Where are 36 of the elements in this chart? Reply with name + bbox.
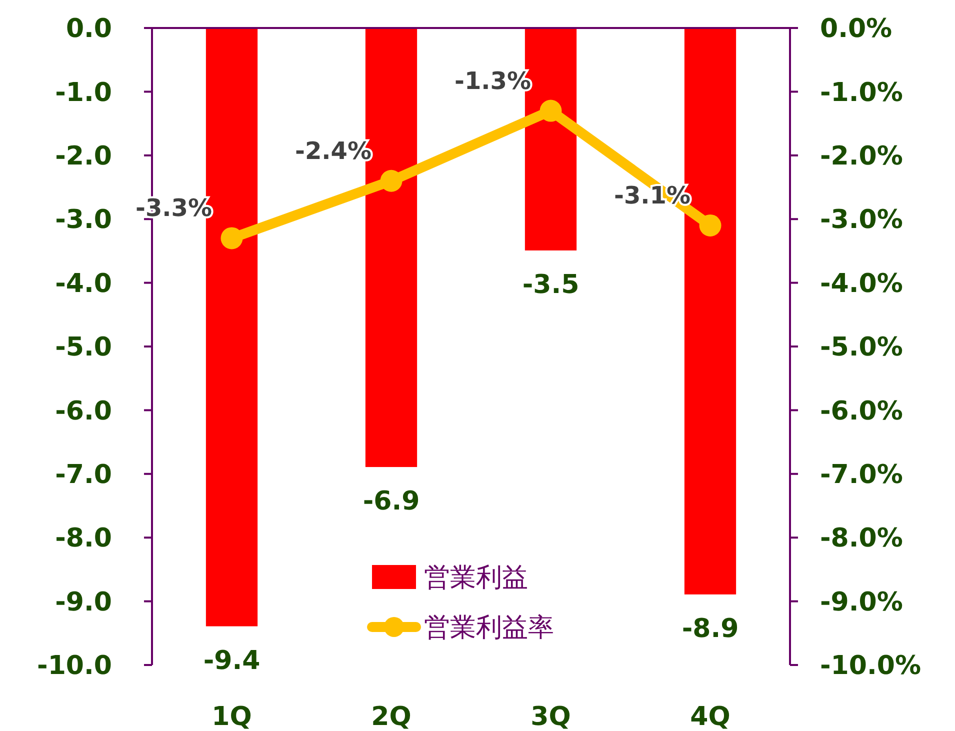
x-tick-label: 4Q: [690, 702, 730, 731]
y-tick-label: -4.0: [55, 268, 112, 299]
y-tick-label: -9.0: [55, 587, 112, 618]
y-tick-label: -8.0: [55, 524, 112, 554]
data-label: -9.4: [203, 646, 260, 676]
y2-tick-label: -4.0%: [820, 268, 903, 299]
y2-tick-label: -2.0%: [820, 142, 903, 172]
y2-tick-label: -6.0%: [820, 396, 903, 426]
point: [540, 100, 562, 122]
x-tick-label: 3Q: [530, 702, 571, 731]
y2-tick-label: -7.0%: [820, 460, 903, 490]
data-label: -6.9: [362, 486, 420, 517]
y2-tick-label: -1.0%: [820, 78, 903, 108]
y2-tick-label: -8.0%: [820, 524, 903, 554]
point: [220, 227, 243, 250]
y-tick-label: -2.0: [55, 142, 112, 172]
y2-tick-label: -3.0%: [820, 205, 903, 236]
y-tick-label: -3.0: [55, 205, 112, 236]
data-label: -8.9: [682, 614, 739, 644]
y-tick-label: -10.0: [37, 651, 112, 682]
data-label: -3.5: [522, 270, 580, 300]
x-tick-label: 2Q: [371, 702, 412, 731]
y2-tick-label: -10.0%: [820, 651, 921, 682]
y-tick-label: -5.0: [55, 332, 112, 363]
y2-tick-label: -9.0%: [820, 587, 903, 618]
y-tick-label: 0.0: [66, 14, 112, 44]
y-tick-label: -6.0: [55, 396, 112, 426]
x-tick-label: 1Q: [212, 702, 252, 731]
point: [380, 170, 402, 192]
y-tick-label: -1.0: [55, 78, 112, 108]
y-tick-label: -7.0: [55, 460, 112, 490]
legend-label: 営業利益: [424, 563, 528, 594]
y2-tick-label: -5.0%: [820, 332, 903, 363]
y2-tick-label: 0.0%: [820, 14, 892, 44]
point: [699, 214, 722, 236]
legend-label: 営業利益率: [424, 613, 554, 644]
